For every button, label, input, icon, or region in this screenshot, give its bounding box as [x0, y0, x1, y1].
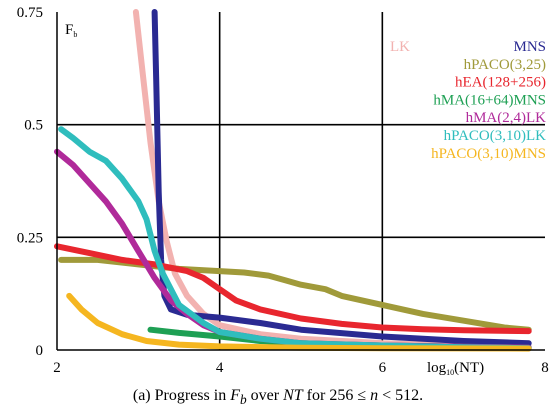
legend-item: hPACO(3,10)MNS — [431, 146, 546, 162]
x-tick-label: 6 — [379, 360, 387, 376]
x-axis-label: log10(NT) — [427, 360, 484, 377]
tick-labels: 2 4 6 8 0 0.25 0.5 0.75 — [17, 5, 549, 376]
series-line — [58, 126, 532, 352]
legend-item: hPACO(3,25) — [464, 57, 546, 73]
caption: (a) Progress in Fb over NT for 256 ≤ n <… — [132, 387, 424, 408]
series-line — [54, 243, 532, 335]
legend-item: hMA(16+64)MNS — [433, 92, 546, 108]
x-tick-label: 4 — [216, 360, 224, 376]
series-line — [66, 292, 532, 352]
y-tick-label: 0.25 — [17, 230, 43, 246]
y-tick-label: 0.5 — [24, 118, 43, 134]
legend-item: hMA(2,4)LK — [466, 110, 547, 126]
chart: 2 4 6 8 0 0.25 0.5 0.75 Fb log10(NT) LK MNS hPACO… — [17, 5, 549, 377]
y-axis-label: Fb — [65, 22, 77, 39]
axes — [56, 12, 545, 351]
legend: LK MNS hPACO(3,25) hEA(128+256)hMA(16+64)MN… — [390, 39, 546, 162]
legend-item: MNS — [513, 39, 546, 55]
legend-item: hEA(128+256) — [455, 75, 546, 91]
x-tick-label: 8 — [541, 360, 549, 376]
legend-item: LK — [390, 39, 410, 55]
legend-item: hPACO(3,10)LK — [444, 128, 547, 144]
series-layer — [54, 9, 532, 352]
y-tick-label: 0 — [36, 343, 44, 359]
grid — [57, 12, 545, 350]
x-tick-label: 2 — [53, 360, 61, 376]
y-tick-label: 0.75 — [17, 5, 43, 21]
